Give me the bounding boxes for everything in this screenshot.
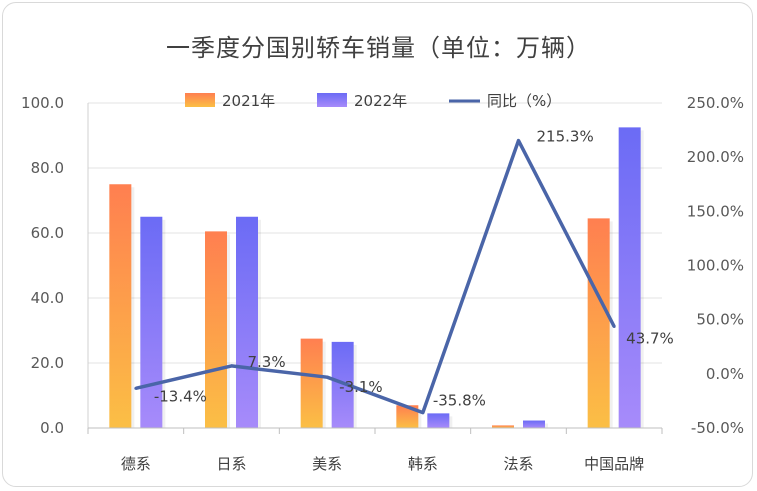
category-label: 日系 [216,455,246,473]
y-tick-label: 60.0 [31,224,64,242]
bar-2021 [587,218,610,428]
bar-2022 [331,341,354,428]
category-label: 美系 [312,455,342,473]
yoy-data-label: 215.3% [537,128,594,146]
y2-tick-label: 200.0% [687,148,744,166]
right-axis: -50.0% 0.0% 50.0% 100.0% 150.0% 200.0% 250.0% [687,94,744,437]
chart-title: 一季度分国别轿车销量（单位：万辆） [166,34,591,62]
bar-2022 [236,216,258,428]
yoy-data-label: -13.4% [154,387,207,405]
yoy-point [421,411,425,415]
legend-label-yoy: 同比（%） [487,92,561,110]
legend-swatch-2021 [185,93,215,107]
yoy-data-label: 43.7% [626,329,674,347]
yoy-line-path [135,138,616,415]
yoy-data-label: -3.1% [339,378,383,396]
yoy-point [517,139,520,143]
y2-tick-label: 0.0% [706,365,744,383]
y2-tick-label: 250.0% [687,94,744,112]
bar-2021 [205,231,227,428]
y2-tick-label: 100.0% [687,257,744,275]
yoy-point [230,364,233,368]
y-tick-label: 0.0 [40,419,64,437]
category-label: 韩系 [408,455,438,473]
yoy-point [325,375,329,379]
y-tick-label: 80.0 [31,159,64,177]
yoy-data-label: 7.3% [248,353,286,371]
y2-tick-label: 50.0% [696,311,744,329]
y-tick-label: 100.0 [21,94,64,112]
category-label: 法系 [503,455,533,473]
y-tick-label: 20.0 [31,354,64,372]
bar-2021 [300,338,323,428]
yoy-line [134,138,616,415]
legend: 2021年 2022年 同比（%） [185,92,561,110]
bar-2022 [427,413,450,428]
y2-tick-label: -50.0% [691,419,744,437]
left-axis: 0.0 20.0 40.0 60.0 80.0 100.0 [21,94,64,437]
yoy-data-label: -35.8% [433,392,486,410]
bar-2021 [492,425,514,428]
legend-label-2021: 2021年 [222,92,275,110]
bars [109,127,644,428]
category-label: 中国品牌 [584,455,644,473]
legend-swatch-2022 [317,93,347,107]
bar-2022 [523,420,545,428]
bar-2022 [618,127,641,428]
bar-2022 [140,216,163,428]
legend-label-2022: 2022年 [354,92,407,110]
bar-2021 [109,184,132,428]
yoy-point [134,386,138,390]
category-axis: 德系 日系 美系 韩系 法系 中国品牌 [87,427,663,473]
y-tick-label: 40.0 [31,289,64,307]
y2-tick-label: 150.0% [687,202,744,220]
bar-2021 [396,405,419,428]
yoy-point [612,324,616,328]
category-label: 德系 [121,455,151,473]
data-labels: -13.4% 7.3% -3.1% -35.8% 215.3% 43.7% [154,128,674,410]
